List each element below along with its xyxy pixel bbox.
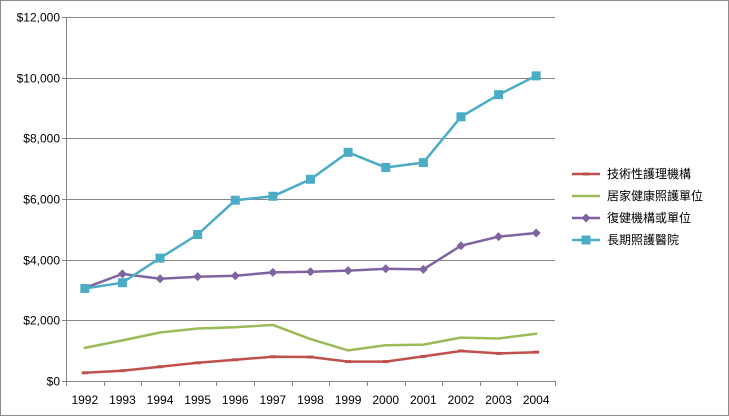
legend-label: 技術性護理機構 (607, 166, 691, 181)
data-point (194, 361, 201, 365)
series-3 (80, 71, 541, 293)
axes (62, 17, 556, 386)
data-point (81, 371, 88, 375)
x-tick-label: 1999 (335, 393, 362, 407)
legend-label: 長期照護醫院 (607, 232, 679, 247)
data-point (193, 272, 203, 282)
data-point (494, 90, 504, 100)
data-point (533, 350, 540, 354)
data-point (456, 241, 466, 251)
data-point (117, 269, 127, 279)
data-point (418, 264, 428, 274)
y-tick-label: $12,000 (17, 11, 61, 25)
data-point (307, 355, 314, 359)
data-point (232, 358, 239, 362)
x-tick-label: 1993 (109, 393, 136, 407)
y-tick-label: $10,000 (17, 72, 61, 86)
data-point (494, 232, 504, 242)
x-tick-label: 1997 (260, 393, 287, 407)
series-1 (83, 323, 538, 352)
data-point (193, 229, 203, 239)
legend-item: 長期照護醫院 (572, 232, 679, 247)
legend-item: 居家健康照護單位 (572, 188, 703, 203)
series-line (83, 323, 538, 352)
data-point (119, 369, 126, 373)
y-tick-label: $4,000 (23, 254, 60, 268)
data-point (269, 355, 276, 359)
data-point (155, 274, 165, 284)
data-point (531, 228, 541, 238)
data-point (583, 172, 589, 176)
x-tick-label: 2000 (372, 393, 399, 407)
data-point (343, 266, 353, 276)
data-point (80, 283, 90, 293)
data-point (117, 278, 127, 288)
data-point (268, 191, 278, 201)
series-line (83, 349, 538, 375)
data-series (80, 71, 541, 375)
x-tick-label: 1992 (71, 393, 98, 407)
x-tick-label: 1994 (147, 393, 174, 407)
x-tick-label: 2004 (523, 393, 550, 407)
x-tick-label: 1998 (297, 393, 324, 407)
x-axis-tick-labels: 1992 1993 1994 1995 1996 1997 1998 1999 2000 2001… (71, 393, 549, 407)
data-point (343, 147, 353, 157)
data-point (345, 360, 352, 364)
data-point (306, 174, 315, 184)
legend-item: 復健機構或單位 (572, 210, 691, 225)
gridlines (66, 17, 555, 321)
data-point (230, 195, 240, 205)
data-point (306, 267, 315, 277)
legend-item: 技術性護理機構 (572, 166, 691, 181)
y-axis-tick-labels: $0 $2,000 $4,000 $6,000 $8,000 $10,000 $12,000 (17, 11, 61, 389)
data-point (456, 112, 466, 122)
data-point (268, 267, 278, 277)
y-tick-label: $6,000 (23, 193, 60, 207)
data-point (495, 351, 502, 355)
y-tick-label: $8,000 (23, 132, 60, 146)
data-point (420, 354, 427, 358)
data-point (418, 158, 428, 168)
y-tick-label: $0 (47, 375, 61, 389)
x-tick-label: 2003 (485, 393, 512, 407)
legend-label: 居家健康照護單位 (607, 188, 703, 203)
x-tick-label: 2001 (410, 393, 437, 407)
x-tick-label: 1995 (184, 393, 211, 407)
data-point (381, 264, 391, 274)
data-point (457, 349, 464, 353)
data-point (581, 213, 591, 223)
data-point (230, 271, 240, 281)
data-point (581, 235, 591, 245)
data-point (531, 71, 541, 81)
data-point (382, 360, 389, 364)
data-point (381, 162, 391, 172)
x-tick-label: 2002 (448, 393, 475, 407)
data-point (157, 365, 164, 369)
y-tick-label: $2,000 (23, 314, 60, 328)
series-0 (81, 349, 540, 375)
legend-label: 復健機構或單位 (607, 210, 691, 225)
data-point (155, 253, 165, 263)
x-tick-label: 1996 (222, 393, 249, 407)
